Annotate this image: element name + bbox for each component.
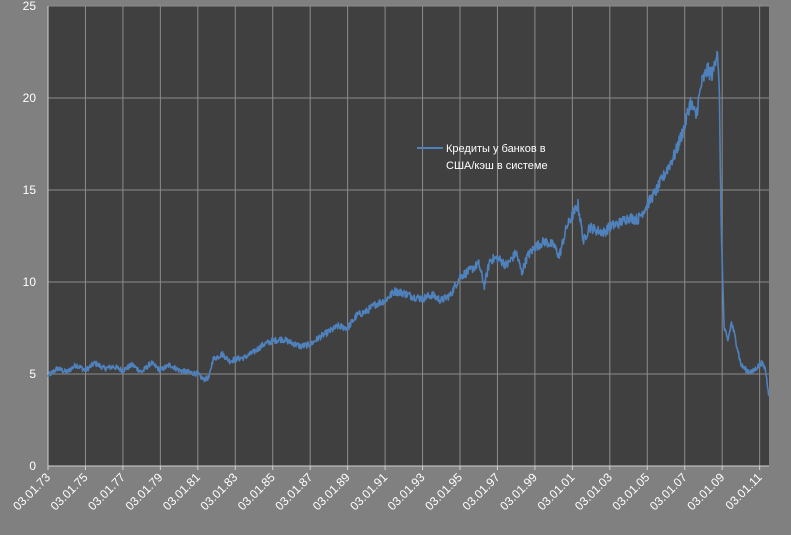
- x-tick-label: 03.01.85: [235, 470, 278, 513]
- y-tick-label: 25: [23, 0, 37, 13]
- series-line: [47, 50, 770, 397]
- y-tick-label: 10: [23, 275, 37, 289]
- x-tick-label: 03.01.95: [422, 470, 465, 513]
- y-tick-label: 0: [29, 459, 36, 473]
- x-tick-label: 03.01.11: [722, 470, 765, 513]
- x-tick-label: 03.01.97: [460, 470, 503, 513]
- x-tick-label: 03.01.07: [647, 470, 690, 513]
- plot-area: [48, 6, 769, 466]
- x-tick-label: 03.01.77: [85, 470, 128, 513]
- legend-label: Кредиты у банков в: [446, 143, 546, 155]
- x-tick-label: 03.01.79: [123, 470, 166, 513]
- x-tick-label: 03.01.89: [310, 470, 353, 513]
- x-tick-label: 03.01.03: [572, 470, 615, 513]
- x-tick-label: 03.01.09: [684, 470, 727, 513]
- x-tick-label: 03.01.05: [609, 470, 652, 513]
- x-tick-label: 03.01.75: [48, 470, 91, 513]
- x-tick-label: 03.01.87: [272, 470, 315, 513]
- x-tick-label: 03.01.73: [10, 470, 53, 513]
- x-tick-label: 03.01.93: [385, 470, 428, 513]
- x-tick-label: 03.01.91: [347, 470, 390, 513]
- x-tick-label: 03.01.83: [197, 470, 240, 513]
- x-tick-label: 03.01.99: [497, 470, 540, 513]
- y-tick-label: 20: [23, 91, 37, 105]
- y-tick-label: 5: [29, 367, 36, 381]
- x-tick-label: 03.01.81: [160, 470, 203, 513]
- legend-label: США/кэш в системе: [446, 160, 548, 172]
- y-tick-label: 15: [23, 183, 37, 197]
- x-tick-label: 03.01.01: [535, 470, 578, 513]
